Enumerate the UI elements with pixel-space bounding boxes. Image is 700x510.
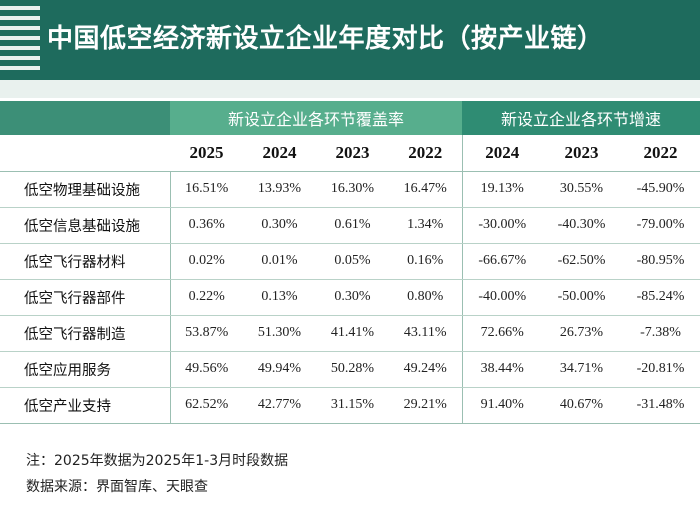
growth-cell: -40.00% — [462, 279, 543, 316]
growth-cell: 40.67% — [542, 387, 622, 424]
growth-cell: 19.13% — [462, 171, 543, 208]
growth-cell: -66.67% — [462, 243, 543, 280]
growth-cell: -30.00% — [462, 207, 543, 244]
coverage-year-header: 2025 — [170, 135, 243, 172]
coverage-cell: 62.52% — [170, 387, 243, 424]
coverage-cell: 50.28% — [316, 351, 389, 388]
coverage-year-header: 2023 — [316, 135, 389, 172]
growth-cell: -40.30% — [542, 207, 622, 244]
row-label: 低空产业支持 — [0, 387, 171, 424]
growth-cell: 72.66% — [462, 315, 543, 352]
coverage-cell: 1.34% — [389, 207, 463, 244]
coverage-cell: 0.01% — [243, 243, 316, 280]
coverage-cell: 0.61% — [316, 207, 389, 244]
header-band — [0, 80, 700, 98]
growth-cell: -79.00% — [621, 207, 700, 244]
growth-cell: 34.71% — [542, 351, 622, 388]
coverage-cell: 41.41% — [316, 315, 389, 352]
table-row: 低空物理基础设施 16.51% 13.93% 16.30% 16.47% 19.… — [0, 171, 700, 208]
growth-cell: -62.50% — [542, 243, 622, 280]
row-label: 低空应用服务 — [0, 351, 171, 388]
growth-cell: -20.81% — [621, 351, 700, 388]
title-bar: 中国低空经济新设立企业年度对比（按产业链） — [0, 0, 700, 80]
growth-cell: -85.24% — [621, 279, 700, 316]
row-label: 低空物理基础设施 — [0, 171, 171, 208]
coverage-cell: 16.51% — [170, 171, 243, 208]
growth-cell: -80.95% — [621, 243, 700, 280]
coverage-group-header: 新设立企业各环节覆盖率 — [170, 101, 463, 135]
coverage-cell: 16.30% — [316, 171, 389, 208]
growth-cell: 91.40% — [462, 387, 543, 424]
coverage-cell: 0.05% — [316, 243, 389, 280]
table-row: 低空应用服务 49.56% 49.94% 50.28% 49.24% 38.44… — [0, 351, 700, 388]
row-label: 低空飞行器制造 — [0, 315, 171, 352]
growth-cell: -31.48% — [621, 387, 700, 424]
coverage-cell: 0.80% — [389, 279, 463, 316]
header-blank-cell — [0, 101, 170, 135]
stripes-decoration — [0, 0, 46, 80]
coverage-cell: 31.15% — [316, 387, 389, 424]
coverage-cell: 13.93% — [243, 171, 316, 208]
coverage-cell: 49.56% — [170, 351, 243, 388]
coverage-cell: 29.21% — [389, 387, 463, 424]
growth-year-header: 2023 — [542, 135, 622, 172]
growth-cell: -45.90% — [621, 171, 700, 208]
growth-cell: 26.73% — [542, 315, 622, 352]
row-label: 低空信息基础设施 — [0, 207, 171, 244]
coverage-cell: 16.47% — [389, 171, 463, 208]
coverage-cell: 53.87% — [170, 315, 243, 352]
growth-year-header: 2024 — [462, 135, 543, 172]
coverage-year-header: 2024 — [243, 135, 316, 172]
comparison-table: 新设立企业各环节覆盖率 新设立企业各环节增速 2025 2024 2023 20… — [0, 101, 700, 424]
coverage-cell: 51.30% — [243, 315, 316, 352]
growth-group-header: 新设立企业各环节增速 — [462, 101, 700, 135]
row-label: 低空飞行器材料 — [0, 243, 171, 280]
coverage-cell: 49.94% — [243, 351, 316, 388]
table-row: 低空产业支持 62.52% 42.77% 31.15% 29.21% 91.40… — [0, 387, 700, 424]
row-label: 低空飞行器部件 — [0, 279, 171, 316]
coverage-cell: 0.22% — [170, 279, 243, 316]
growth-year-header: 2022 — [621, 135, 700, 172]
footer: 注：2025年数据为2025年1-3月时段数据 数据来源：界面智库、天眼查 — [26, 448, 288, 500]
growth-cell: 30.55% — [542, 171, 622, 208]
coverage-cell: 0.30% — [316, 279, 389, 316]
table-row: 低空信息基础设施 0.36% 0.30% 0.61% 1.34% -30.00%… — [0, 207, 700, 244]
coverage-cell: 0.36% — [170, 207, 243, 244]
growth-cell: -7.38% — [621, 315, 700, 352]
growth-cell: -50.00% — [542, 279, 622, 316]
coverage-cell: 0.02% — [170, 243, 243, 280]
table-row: 低空飞行器制造 53.87% 51.30% 41.41% 43.11% 72.6… — [0, 315, 700, 352]
coverage-cell: 0.13% — [243, 279, 316, 316]
growth-cell: 38.44% — [462, 351, 543, 388]
coverage-cell: 0.16% — [389, 243, 463, 280]
coverage-cell: 43.11% — [389, 315, 463, 352]
coverage-cell: 0.30% — [243, 207, 316, 244]
data-source: 数据来源：界面智库、天眼查 — [26, 479, 208, 495]
coverage-cell: 49.24% — [389, 351, 463, 388]
table-row: 低空飞行器材料 0.02% 0.01% 0.05% 0.16% -66.67% … — [0, 243, 700, 280]
coverage-year-header: 2022 — [389, 135, 463, 172]
table-row: 低空飞行器部件 0.22% 0.13% 0.30% 0.80% -40.00% … — [0, 279, 700, 316]
footnote: 注：2025年数据为2025年1-3月时段数据 — [26, 453, 289, 469]
year-header-blank — [0, 135, 170, 172]
coverage-cell: 42.77% — [243, 387, 316, 424]
page-title: 中国低空经济新设立企业年度对比（按产业链） — [47, 24, 604, 54]
